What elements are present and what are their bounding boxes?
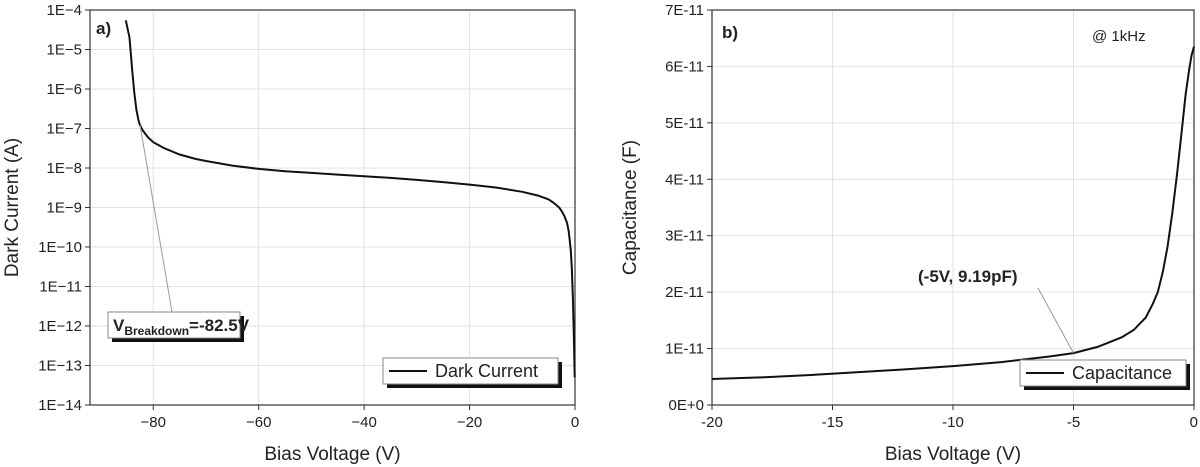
annotation-text: VBreakdown=-82.5V — [113, 316, 250, 338]
y-tick-label: 1E−9 — [47, 200, 82, 217]
series-line-capacitance — [711, 46, 1195, 380]
x-tick-label: -20 — [701, 414, 723, 431]
grid — [90, 9, 576, 406]
y-tick-label: 7E-11 — [665, 2, 704, 19]
x-tick-label: −20 — [457, 414, 482, 431]
y-tick-label: 1E−11 — [39, 279, 82, 296]
y-axis-label: Dark Current (A) — [2, 138, 23, 277]
capacitance-chart: -20 -15 -10 -5 0 0E+0 1E-11 2E-11 3E-11 4E-11 5E-… — [620, 2, 1198, 465]
x-tick-label: -15 — [822, 414, 844, 431]
x-axis-ticks: -20 -15 -10 -5 0 — [701, 405, 1198, 431]
y-tick-label: 1E−8 — [47, 160, 82, 177]
y-tick-label: 1E−13 — [38, 358, 82, 375]
legend: Dark Current — [382, 357, 562, 388]
panel-label: a) — [96, 19, 111, 38]
legend-label-dark-current: Dark Current — [435, 361, 538, 381]
x-tick-label: -5 — [1067, 414, 1080, 431]
y-tick-label: 1E−10 — [38, 239, 82, 256]
x-tick-label: 0 — [1190, 414, 1198, 431]
y-axis-ticks: 0E+0 1E-11 2E-11 3E-11 4E-11 5E-11 6E-11 7E-11 — [665, 2, 712, 414]
x-axis-label: Bias Voltage (V) — [264, 444, 400, 465]
y-tick-label: 1E−12 — [38, 318, 82, 335]
y-tick-label: 4E-11 — [665, 171, 704, 188]
y-tick-label: 6E-11 — [665, 58, 704, 75]
x-axis-label: Bias Voltage (V) — [885, 444, 1021, 465]
x-tick-label: 0 — [571, 414, 579, 431]
x-tick-label: −80 — [141, 414, 166, 431]
annotation-leader-line — [1037, 287, 1074, 354]
x-tick-label: −40 — [351, 414, 376, 431]
annotation-subscript: Breakdown — [124, 324, 189, 338]
y-tick-label: 2E-11 — [665, 284, 704, 301]
legend-label-capacitance: Capacitance — [1072, 363, 1172, 383]
frequency-note: @ 1kHz — [1092, 28, 1146, 45]
dark-current-chart: −80 −60 −40 −20 0 1E−141E−131E−121E−111E−101… — [2, 2, 579, 465]
y-axis-label: Capacitance (F) — [620, 140, 641, 275]
y-tick-label: 1E−7 — [47, 121, 82, 138]
annotation-text: (-5V, 9.19pF) — [918, 267, 1018, 286]
x-axis-ticks: −80 −60 −40 −20 0 — [141, 405, 579, 431]
y-tick-label: 3E-11 — [665, 228, 704, 245]
y-tick-label: 1E−6 — [47, 81, 82, 98]
series-line-dark-current — [124, 20, 576, 378]
annotation-box — [107, 311, 241, 339]
annotation-v: V — [113, 316, 125, 335]
y-axis-ticks: 1E−14 1E−13 1E−12 1E−11 1E−10 1E−9 1E−8 1E−7 1E−… — [38, 2, 90, 414]
panel-label: b) — [722, 23, 738, 42]
y-tick-label: 5E-11 — [665, 115, 704, 132]
y-tick-label: 1E−14 — [38, 397, 82, 414]
x-tick-label: −60 — [246, 414, 271, 431]
y-tick-label: 0E+0 — [669, 397, 704, 414]
x-tick-label: -10 — [942, 414, 964, 431]
annotation-leader-line — [139, 125, 173, 313]
grid — [711, 9, 1195, 406]
y-tick-label: 1E−4 — [47, 2, 82, 19]
annotation-value: =-82.5V — [189, 316, 250, 335]
legend: Capacitance — [1019, 359, 1190, 390]
breakdown-annotation: VBreakdown=-82.5V — [107, 311, 250, 342]
y-tick-label: 1E−5 — [47, 42, 82, 59]
y-tick-label: 1E-11 — [665, 341, 704, 358]
